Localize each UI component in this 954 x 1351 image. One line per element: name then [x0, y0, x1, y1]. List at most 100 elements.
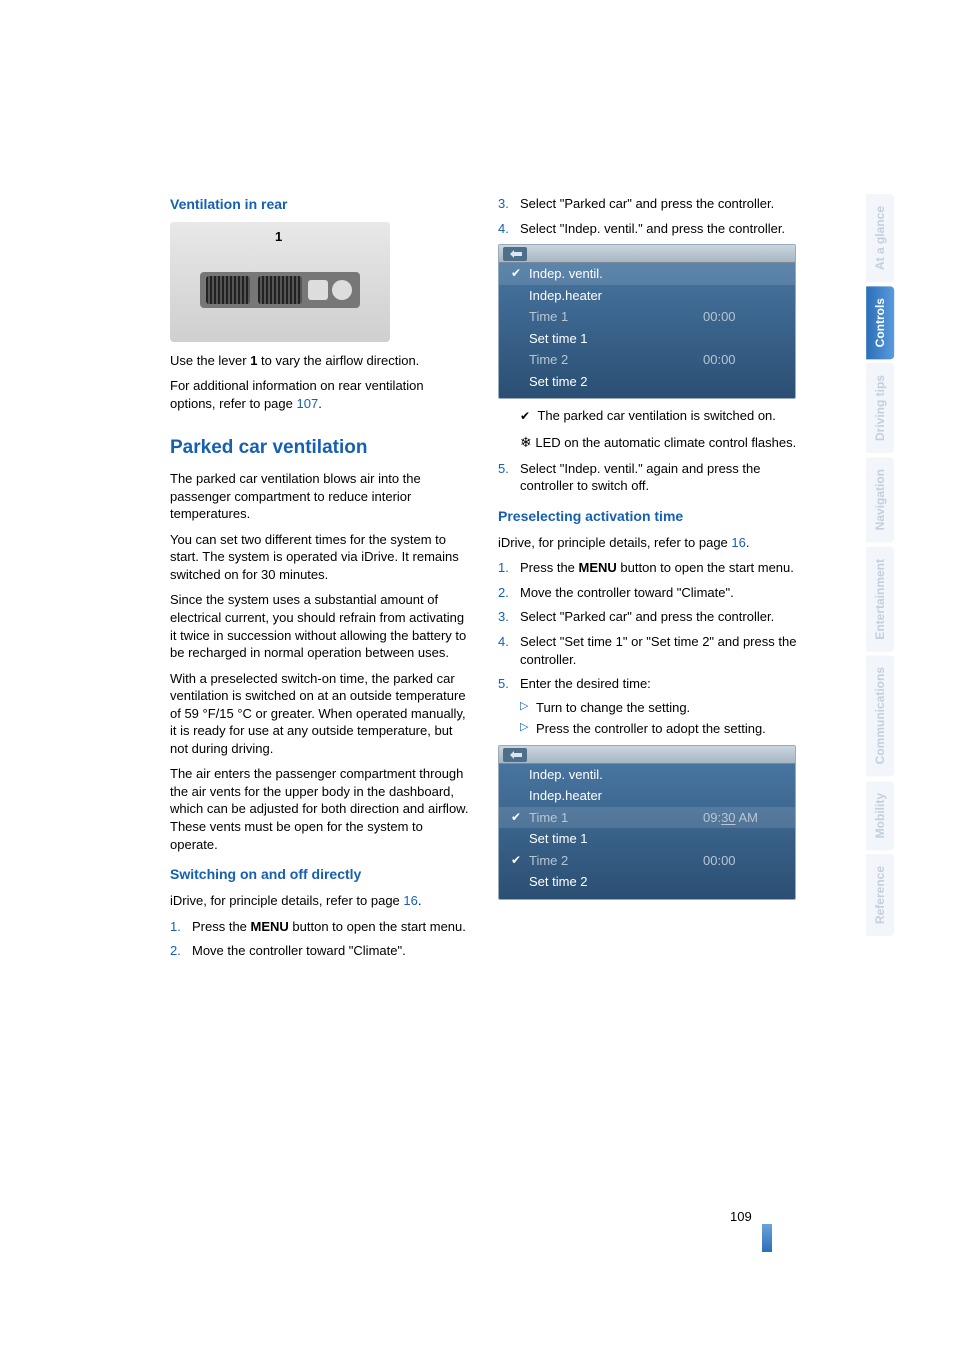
left-column: Ventilation in rear 1 Use the lever 1 to… [170, 195, 470, 967]
label: Indep.heater [529, 787, 783, 805]
menu-button-label: MENU [579, 560, 617, 575]
step-number: 3. [498, 608, 509, 626]
note-led: ❄ LED on the automatic climate control f… [498, 433, 798, 452]
note-vent-on: The parked car ventilation is switched o… [498, 407, 798, 425]
step-3: 3.Select "Parked car" and press the cont… [498, 195, 798, 213]
p-step-3: 3. Select "Parked car" and press the cont… [498, 608, 798, 626]
side-tabs: At a glance Controls Driving tips Naviga… [866, 194, 898, 940]
idrive-screen-2: Indep. ventil. Indep.heater Time 1 09:30… [498, 745, 796, 900]
time-hours: 09: [703, 810, 721, 825]
heading-preselecting: Preselecting activation time [498, 507, 798, 526]
heading-ventilation-rear: Ventilation in rear [170, 195, 470, 214]
parked-p3: Since the system uses a substantial amou… [170, 591, 470, 661]
text: Select "Parked car" and press the contro… [520, 609, 774, 624]
page-link-16[interactable]: 16 [403, 893, 417, 908]
text: Press the controller to adopt the settin… [536, 721, 766, 736]
text: LED on the automatic climate control fla… [532, 435, 796, 450]
page-link-16[interactable]: 16 [731, 535, 745, 550]
preselect-steps: 1. Press the MENU button to open the sta… [498, 559, 798, 737]
screen2-row-time1: Time 1 09:30 AM [499, 807, 795, 829]
screen1-row-set-time2: Set time 2 [499, 371, 795, 393]
step-number: 1. [498, 559, 509, 577]
screen2-row-indep-ventil: Indep. ventil. [499, 764, 795, 786]
tab-reference[interactable]: Reference [866, 854, 894, 936]
check-icon [520, 408, 534, 423]
label: Indep. ventil. [529, 766, 783, 784]
parked-p1: The parked car ventilation blows air int… [170, 470, 470, 523]
step-number: 2. [498, 584, 509, 602]
menu-button-label: MENU [251, 919, 289, 934]
tab-controls[interactable]: Controls [866, 286, 894, 359]
value: 09:30 AM [703, 809, 783, 827]
screen1-row-set-time1: Set time 1 [499, 328, 795, 350]
screen1-row-indep-heater: Indep.heater [499, 285, 795, 307]
label: Time 1 [529, 809, 703, 827]
sw-step-2: 2.Move the controller toward "Climate". [170, 942, 470, 960]
p-step-2: 2. Move the controller toward "Climate". [498, 584, 798, 602]
label: Indep.heater [529, 287, 783, 305]
screen2-row-set-time1: Set time 1 [499, 828, 795, 850]
text: Enter the desired time: [520, 676, 651, 691]
idrive-screen-1: Indep. ventil. Indep.heater Time 100:00 … [498, 244, 796, 399]
screen2-row-set-time2: Set time 2 [499, 871, 795, 893]
p-sub-1: Turn to change the setting. [520, 699, 798, 717]
sw-step-1: 1. Press the MENU button to open the sta… [170, 918, 470, 936]
time-minutes-editing: 30 [721, 810, 735, 825]
value: 00:00 [703, 351, 783, 369]
screen-topbar [499, 245, 795, 263]
idrive-ref-left: iDrive, for principle details, refer to … [170, 892, 470, 910]
page-link-107[interactable]: 107 [296, 396, 318, 411]
tab-driving-tips[interactable]: Driving tips [866, 363, 894, 453]
snowflake-icon: ❄ [520, 434, 532, 450]
value: 00:00 [703, 308, 783, 326]
p-step-4: 4. Select "Set time 1" or "Set time 2" an… [498, 633, 798, 668]
text: Press the [520, 560, 579, 575]
tab-communications[interactable]: Communications [866, 655, 894, 776]
rear-img-vent-left [206, 276, 250, 304]
text: Move the controller toward "Climate". [520, 585, 734, 600]
back-icon [503, 748, 527, 762]
text: Press the [192, 919, 251, 934]
continued-steps: 3.Select "Parked car" and press the cont… [498, 195, 798, 237]
label: Time 2 [529, 852, 703, 870]
text: button to open the start menu. [289, 919, 466, 934]
rear-img-button [308, 280, 328, 300]
tab-mobility[interactable]: Mobility [866, 781, 894, 850]
label: Set time 1 [529, 830, 783, 848]
tab-entertainment[interactable]: Entertainment [866, 547, 894, 652]
idrive-ref-right: iDrive, for principle details, refer to … [498, 534, 798, 552]
step-number: 3. [498, 195, 509, 213]
screen1-row-time2: Time 200:00 [499, 349, 795, 371]
p-step-5: 5.Enter the desired time: Turn to change… [498, 675, 798, 738]
screen-topbar [499, 746, 795, 764]
page-marker [762, 1224, 772, 1252]
rear-lever-text: Use the lever 1 to vary the airflow dire… [170, 352, 470, 370]
step-4: 4.Select "Indep. ventil." and press the … [498, 220, 798, 238]
step-number: 5. [498, 460, 509, 478]
tab-at-a-glance[interactable]: At a glance [866, 194, 894, 282]
label: Time 2 [529, 351, 703, 369]
text: Use the lever [170, 353, 250, 368]
value: 00:00 [703, 852, 783, 870]
label: Indep. ventil. [529, 265, 783, 283]
screen2-row-time2: Time 200:00 [499, 850, 795, 872]
right-column: 3. Select "Parked car" and press the cont… [498, 195, 798, 967]
tab-navigation[interactable]: Navigation [866, 457, 894, 542]
text: Turn to change the setting. [536, 700, 690, 715]
text: iDrive, for principle details, refer to … [498, 535, 731, 550]
text: The parked car ventilation is switched o… [534, 408, 776, 423]
back-icon [503, 247, 527, 261]
step-number: 4. [498, 633, 509, 651]
time-ampm: AM [736, 810, 758, 825]
step-5: 5.Select "Indep. ventil." again and pres… [498, 460, 798, 495]
heading-parked-car-ventilation: Parked car ventilation [170, 435, 470, 461]
rear-img-label: 1 [275, 228, 282, 246]
rear-info-text: For additional information on rear venti… [170, 377, 470, 412]
step-number: 1. [170, 918, 181, 936]
text: Select "Set time 1" or "Set time 2" and … [520, 634, 796, 667]
label: Set time 2 [529, 873, 783, 891]
step-number: 2. [170, 942, 181, 960]
text: . [746, 535, 750, 550]
text: button to open the start menu. [617, 560, 794, 575]
label: Time 1 [529, 308, 703, 326]
